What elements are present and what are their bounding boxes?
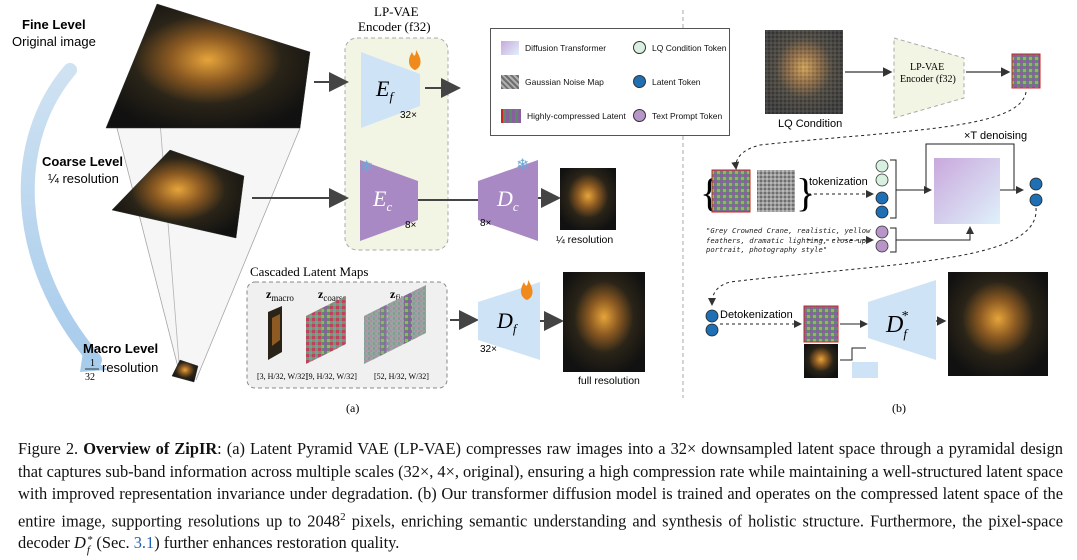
ef-encoder — [361, 52, 420, 128]
fine-level-title: Fine Level — [22, 17, 86, 32]
latent-token-detok — [705, 323, 719, 337]
legend-item-text-token: Text Prompt Token — [633, 109, 722, 122]
latent-token-swatch — [633, 75, 646, 88]
caption-prefix: Figure 2. — [18, 439, 79, 458]
compressed-latent-b — [1011, 53, 1041, 89]
latent-token-out — [1029, 177, 1043, 191]
latent-token-detok — [705, 309, 719, 323]
lq-condition-label: LQ Condition — [778, 118, 842, 130]
noise-map-input — [757, 170, 795, 212]
section-link[interactable]: 3.1 — [133, 533, 155, 553]
macro-level-image — [171, 359, 199, 383]
z-fine-dim: [52, H/32, W/32] — [374, 372, 429, 381]
lq-token-swatch — [633, 41, 646, 54]
diffusion-transformer-swatch — [501, 41, 519, 55]
macro-level-title: Macro Level — [83, 341, 158, 356]
compressed-latent-swatch — [501, 109, 521, 123]
df-decoder — [478, 282, 540, 360]
svg-text:Ec: Ec — [372, 186, 392, 214]
compressed-latent-input — [711, 169, 751, 213]
ec-factor: 8× — [405, 220, 417, 231]
coarse-level-title: Coarse Level — [42, 154, 123, 169]
legend-item-lq-token: LQ Condition Token — [633, 41, 727, 54]
dc-output-label: ¼ resolution — [556, 234, 613, 246]
diffusion-transformer — [934, 158, 1000, 224]
dc-decoder — [478, 160, 538, 241]
latent-to-decoder — [803, 305, 839, 343]
svg-text:zmacro: zmacro — [266, 287, 294, 303]
encoder-b-line2: Encoder (f32) — [900, 74, 956, 85]
legend-item-latent: Highly-compressed Latent — [501, 109, 626, 123]
denoising-label: ×T denoising — [964, 130, 1027, 142]
caption-title: Overview of ZipIR — [83, 439, 218, 458]
cascaded-title: Cascaded Latent Maps — [250, 264, 368, 279]
svg-text:Df*: Df* — [885, 309, 909, 341]
encoder-b-line1: LP-VAE — [910, 62, 944, 73]
text-token — [875, 239, 889, 253]
dc-output-image — [560, 168, 616, 230]
caption-math-d: D * f — [73, 533, 93, 556]
lq-to-decoder — [804, 344, 838, 378]
caption-text-d: ) further enhances restoration quality. — [154, 533, 400, 553]
snowflake-icon: ❄ — [360, 157, 373, 176]
caption-text-c: (Sec. — [92, 533, 134, 553]
figure-diagram: Fine Level Original image Coarse Level ¼… — [12, 3, 1048, 415]
coarse-level-sub: ¼ resolution — [48, 171, 119, 186]
legend: Diffusion Transformer LQ Condition Token… — [490, 28, 730, 136]
df-star-decoder — [868, 280, 936, 360]
fine-level-image — [105, 3, 311, 129]
latent-token — [875, 191, 889, 205]
lq-token — [875, 159, 889, 173]
text-token-swatch — [633, 109, 646, 122]
encoder-title-2: Encoder (f32) — [358, 19, 431, 34]
legend-item-latent-token: Latent Token — [633, 75, 701, 88]
macro-frac-num: 1 — [90, 358, 95, 369]
snowflake-icon: ❄ — [516, 155, 529, 174]
caption-text-a: : (a) Latent Pyramid VAE (LP-VAE) compre… — [18, 439, 1063, 530]
latent-token — [875, 205, 889, 219]
ef-factor: 32× — [400, 110, 417, 121]
final-output-image — [948, 272, 1048, 376]
svg-text:Df: Df — [496, 308, 519, 336]
svg-text:zcoarse: zcoarse — [318, 287, 346, 303]
coarse-level-image — [111, 149, 245, 239]
caption-sup: 2 — [340, 510, 346, 523]
fine-level-sub: Original image — [12, 34, 96, 49]
dc-factor: 8× — [480, 218, 492, 229]
z-coarse-dim: [9, H/32, W/32] — [306, 372, 357, 381]
text-token — [875, 225, 889, 239]
latent-token-out — [1029, 193, 1043, 207]
panel-label-a: (a) — [346, 401, 359, 415]
svg-text:Ef: Ef — [375, 76, 395, 104]
fire-icon — [408, 50, 421, 70]
panel-label-b: (b) — [892, 401, 906, 415]
z-fine-maps — [364, 285, 426, 364]
figure-caption: Figure 2. Overview of ZipIR: (a) Latent … — [18, 438, 1063, 555]
z-coarse-maps — [306, 296, 346, 364]
fire-icon — [520, 280, 533, 300]
pyramid-flow-arrow — [20, 63, 102, 367]
tokenization-label: tokenization — [809, 176, 868, 188]
legend-item-noise: Gaussian Noise Map — [501, 75, 604, 89]
df-output-image — [563, 272, 645, 372]
macro-frac-den: 32 — [85, 372, 95, 383]
z-macro-dim: [3, H/32, W/32] — [257, 372, 308, 381]
encoder-title-1: LP-VAE — [374, 4, 419, 19]
lp-vae-encoder-b — [893, 37, 965, 119]
noise-map-swatch — [501, 75, 519, 89]
legend-item-dit: Diffusion Transformer — [501, 41, 606, 55]
detokenization-label: Detokenization — [720, 309, 793, 321]
df-factor: 32× — [480, 344, 497, 355]
svg-text:}: } — [796, 170, 815, 215]
macro-level-sub: resolution — [102, 360, 158, 375]
lq-token — [875, 173, 889, 187]
svg-text:Dc: Dc — [496, 186, 519, 214]
caption-text-b: pixels, enriching semantic understanding… — [18, 510, 1063, 553]
df-output-label: full resolution — [578, 375, 640, 387]
ec-encoder — [360, 160, 418, 241]
text-prompt: "Grey Crowned Crane, realistic, yellow f… — [706, 226, 871, 255]
